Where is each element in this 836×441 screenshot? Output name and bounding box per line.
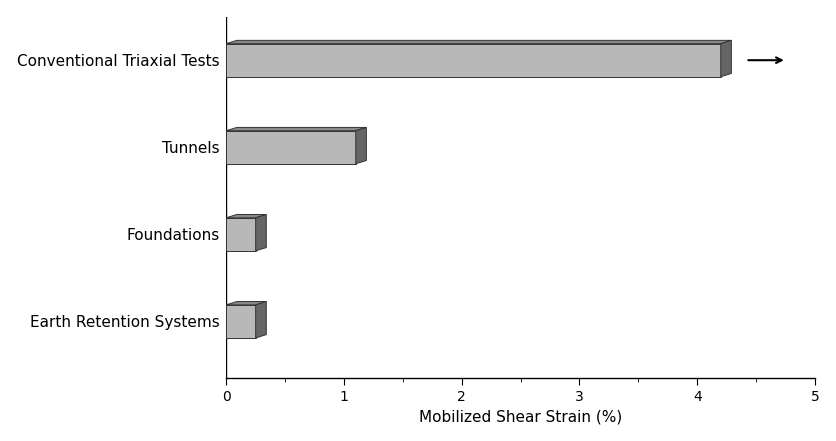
Polygon shape xyxy=(227,214,267,218)
Polygon shape xyxy=(227,127,366,131)
Polygon shape xyxy=(356,127,366,164)
Polygon shape xyxy=(227,44,721,77)
Polygon shape xyxy=(721,40,732,77)
Polygon shape xyxy=(227,218,256,251)
Polygon shape xyxy=(227,302,267,305)
Polygon shape xyxy=(256,302,267,338)
Polygon shape xyxy=(227,131,356,164)
Polygon shape xyxy=(227,40,732,44)
Polygon shape xyxy=(256,214,267,251)
Polygon shape xyxy=(227,305,256,338)
X-axis label: Mobilized Shear Strain (%): Mobilized Shear Strain (%) xyxy=(419,409,622,424)
